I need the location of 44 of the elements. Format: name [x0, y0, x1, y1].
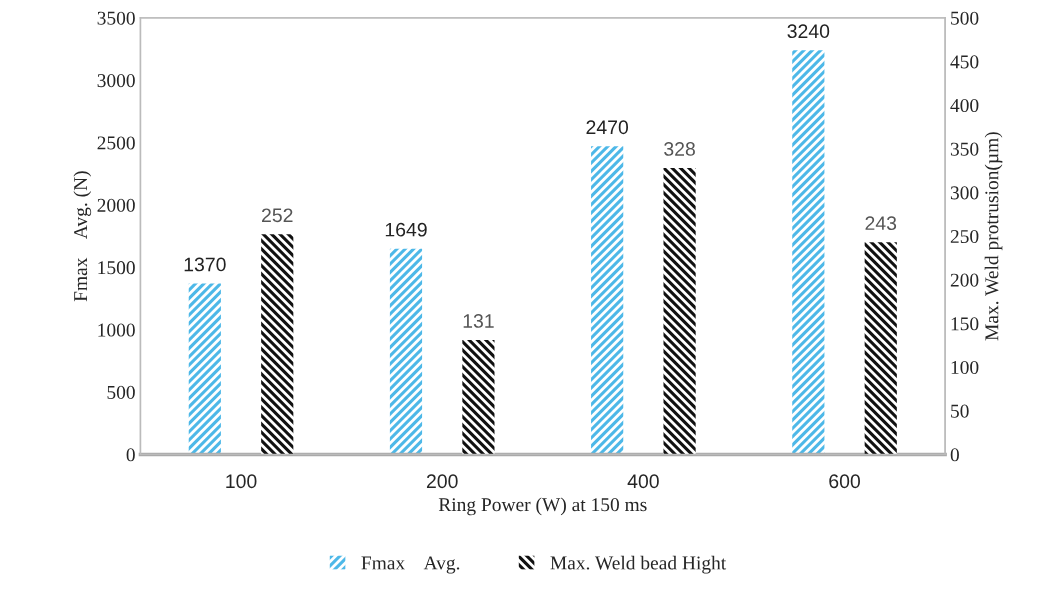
y-tick-label: 0 [126, 448, 135, 462]
bar [864, 242, 897, 455]
data-label: 131 [463, 314, 494, 328]
bar [591, 146, 624, 455]
legend-label: Fmax Avg. [361, 556, 460, 574]
bar [261, 234, 294, 455]
y-tick-label: 1000 [98, 323, 135, 337]
x-tick-label: 200 [426, 474, 458, 489]
y2-tick-label: 300 [950, 186, 979, 200]
y2-tick-label: 350 [950, 142, 979, 156]
bar [792, 50, 825, 455]
y2-tick-label: 0 [950, 448, 959, 462]
bar [663, 168, 696, 455]
y2-tick-label: 200 [950, 273, 979, 287]
data-label: 1370 [184, 257, 226, 272]
y2-tick-label: 500 [951, 11, 979, 25]
y-tick-label: 500 [107, 385, 135, 399]
data-label: 2470 [586, 120, 629, 135]
data-label: 252 [262, 208, 293, 223]
y2-axis-title: Max. Weld protrusion(µm) [984, 132, 1003, 341]
y2-tick-label: 450 [950, 55, 979, 69]
data-label: 328 [664, 142, 695, 156]
y-tick-label: 1500 [98, 261, 135, 275]
bar [462, 340, 495, 455]
x-tick-label: 100 [226, 474, 257, 489]
bar [389, 248, 423, 455]
data-label: 243 [865, 216, 897, 231]
data-label: 1649 [385, 222, 427, 237]
y2-tick-label: 250 [950, 229, 979, 244]
x-axis-title: Ring Power (W) at 150 ms [438, 497, 647, 516]
y2-tick-label: 150 [951, 317, 979, 331]
data-label: 3240 [787, 24, 830, 39]
y-tick-label: 2500 [97, 136, 135, 150]
y-tick-label: 3500 [97, 11, 135, 25]
y-tick-label: 3000 [97, 74, 135, 88]
legend-label: Max. Weld bead Hight [550, 555, 727, 574]
y-axis-title: Fmax Avg. (N) [73, 171, 92, 302]
y2-tick-label: 400 [950, 98, 979, 113]
y-tick-label: 2000 [97, 198, 135, 212]
y2-tick-label: 100 [951, 360, 979, 375]
x-tick-label: 400 [627, 474, 659, 489]
x-tick-label: 600 [829, 474, 860, 489]
y2-tick-label: 50 [951, 404, 969, 418]
bar [188, 283, 221, 455]
